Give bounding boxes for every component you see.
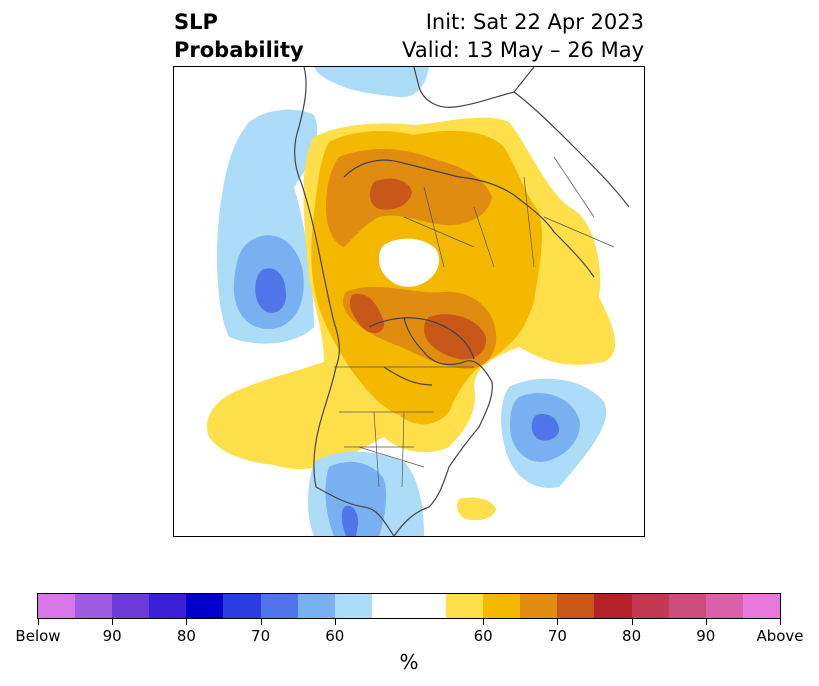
colorbar-tick — [557, 619, 559, 625]
colorbar-tick-label: 70 — [251, 627, 271, 645]
map-canvas — [206, 67, 630, 536]
colorbar-tick-label: Above — [756, 627, 804, 645]
colorbar-swatch — [631, 594, 669, 618]
above-normal-rust-2 — [349, 293, 385, 333]
colorbar-tick — [631, 619, 633, 625]
colorbar-tick-label: 80 — [176, 627, 196, 645]
colorbar-tick-label: 70 — [547, 627, 567, 645]
valid-range: Valid: 13 May – 26 May — [402, 38, 644, 62]
colorbar-tick-label: 60 — [325, 627, 345, 645]
title-variable: SLP — [174, 10, 218, 34]
title-right: Init: Sat 22 Apr 2023 Valid: 13 May – 26… — [402, 8, 644, 64]
coastlines — [294, 67, 630, 536]
init-date: Init: Sat 22 Apr 2023 — [425, 10, 644, 34]
colorbar-tick — [112, 619, 114, 625]
colorbar-swatch — [483, 594, 521, 618]
colorbar-swatch — [334, 594, 372, 618]
above-normal-rust-3 — [424, 314, 487, 360]
colorbar-unit: % — [399, 650, 419, 674]
colorbar-tick-label: 60 — [473, 627, 493, 645]
colorbar-swatch — [38, 594, 76, 618]
colorbar-swatch — [557, 594, 595, 618]
colorbar-swatch — [742, 594, 780, 618]
title-type: Probability — [174, 38, 304, 62]
probability-map[interactable] — [173, 66, 645, 537]
atlantic-blue-dark — [531, 413, 559, 441]
political-borders — [334, 156, 615, 488]
colorbar-tick — [334, 619, 336, 625]
colorbar-swatch — [149, 594, 187, 618]
colorbar-tick-label: 90 — [696, 627, 716, 645]
colorbar-swatch — [112, 594, 150, 618]
colorbar-swatch — [705, 594, 743, 618]
colorbar-swatch — [186, 594, 224, 618]
colorbar-swatch — [668, 594, 706, 618]
colorbar-swatch — [260, 594, 298, 618]
colorbar-tick — [38, 619, 39, 625]
colorbar-swatch — [297, 594, 335, 618]
colorbar-tick — [705, 619, 707, 625]
colorbar-tick — [780, 619, 781, 625]
colorbar-swatch — [520, 594, 558, 618]
pacific-blue-dark — [255, 268, 286, 313]
colorbar-tick-label: Below — [15, 627, 61, 645]
colorbar-swatch — [594, 594, 632, 618]
arctic-blue-patch — [314, 67, 429, 98]
colorbar-swatch — [408, 594, 447, 618]
colorbar-tick — [186, 619, 188, 625]
colorbar-swatch — [223, 594, 261, 618]
mexico-blue-mid — [325, 461, 387, 536]
gulf-yellow — [457, 497, 496, 521]
colorbar-swatch — [371, 594, 409, 618]
colorbar-swatch — [75, 594, 113, 618]
colorbar-tick-label: 90 — [102, 627, 122, 645]
colorbar-tick — [260, 619, 262, 625]
colorbar-tick-label: 80 — [622, 627, 642, 645]
mexico-blue-dark — [341, 505, 359, 536]
colorbar — [37, 593, 781, 619]
title-left: SLP Probability — [174, 8, 304, 64]
colorbar-swatch — [446, 594, 484, 618]
colorbar-tick — [483, 619, 485, 625]
above-normal-rust — [369, 178, 412, 210]
normal-white-hole — [379, 238, 440, 287]
